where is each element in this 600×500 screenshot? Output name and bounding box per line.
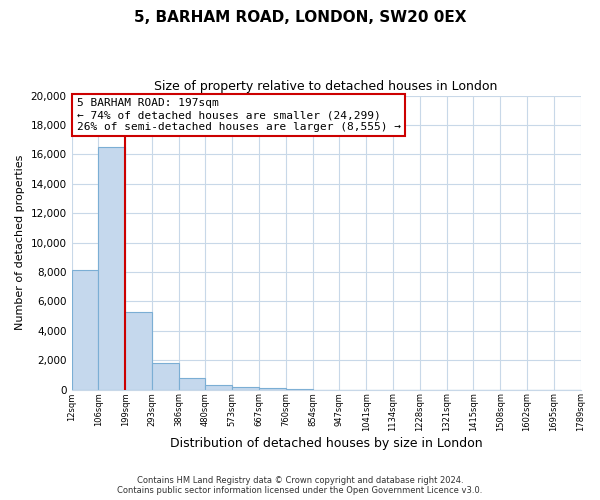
- Bar: [98, 147, 125, 390]
- Bar: [125, 312, 152, 390]
- Bar: [205, 385, 232, 390]
- Bar: [152, 363, 179, 390]
- Text: 5 BARHAM ROAD: 197sqm
← 74% of detached houses are smaller (24,299)
26% of semi-: 5 BARHAM ROAD: 197sqm ← 74% of detached …: [77, 98, 401, 132]
- Text: Contains HM Land Registry data © Crown copyright and database right 2024.
Contai: Contains HM Land Registry data © Crown c…: [118, 476, 482, 495]
- Bar: [179, 378, 205, 390]
- Bar: [232, 388, 259, 390]
- Title: Size of property relative to detached houses in London: Size of property relative to detached ho…: [154, 80, 498, 93]
- Bar: [259, 388, 286, 390]
- Bar: [286, 389, 313, 390]
- Y-axis label: Number of detached properties: Number of detached properties: [15, 155, 25, 330]
- X-axis label: Distribution of detached houses by size in London: Distribution of detached houses by size …: [170, 437, 482, 450]
- Text: 5, BARHAM ROAD, LONDON, SW20 0EX: 5, BARHAM ROAD, LONDON, SW20 0EX: [134, 10, 466, 25]
- Bar: [71, 270, 98, 390]
